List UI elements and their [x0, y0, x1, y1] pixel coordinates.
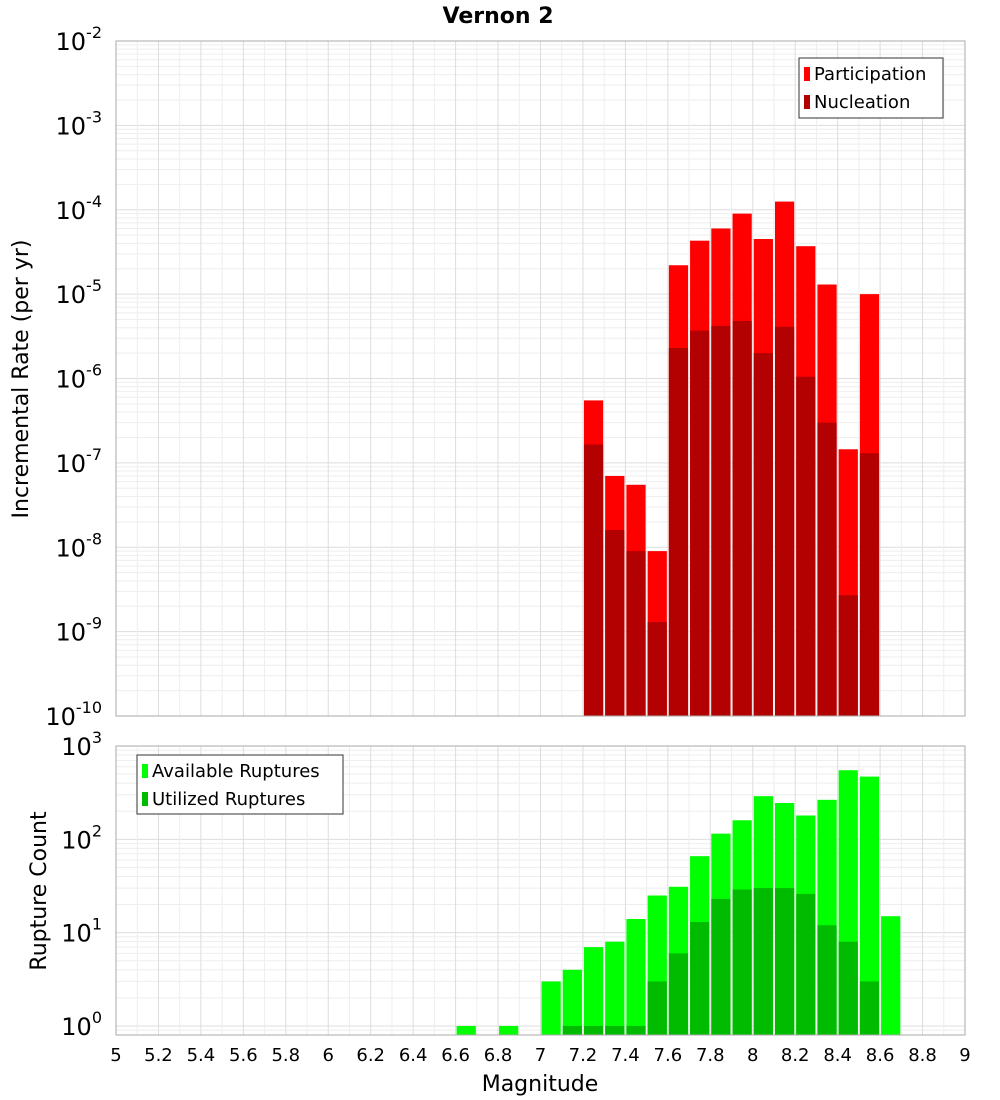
bottom-bar-0-5	[605, 941, 625, 1035]
top-bar-1-9	[774, 326, 795, 716]
bottom-bar-0-3	[562, 969, 582, 1035]
top-panel: 10-10 10-9 10-8 10-7 10-6 10-5 10-4 10-3 10-2	[45, 23, 966, 731]
bottom-legend: Available Ruptures Utilized Ruptures	[136, 754, 344, 815]
top-y-tick-label: 10-7	[56, 445, 103, 478]
x-tick-label: 7.8	[696, 1045, 725, 1066]
x-axis-label: Magnitude	[482, 1072, 599, 1097]
x-tick-label: 8	[747, 1045, 758, 1066]
bottom-bar-1-3	[626, 1025, 646, 1035]
x-tick-label: 5.4	[187, 1045, 216, 1066]
bottom-bar-1-1	[583, 1025, 604, 1035]
bottom-bar-1-6	[690, 922, 710, 1035]
top-plot-frame	[115, 40, 966, 717]
top-y-tick-label: 10-5	[56, 276, 103, 309]
bottom-legend-swatch-0	[142, 764, 148, 778]
bottom-bar-1-12	[817, 925, 837, 1035]
x-tick-label: 9	[959, 1045, 970, 1066]
x-tick-label: 6.6	[441, 1045, 470, 1066]
bottom-bar-1-10	[774, 888, 795, 1035]
top-y-tick-label: 10-9	[56, 614, 103, 647]
x-tick-label: 5.6	[229, 1045, 258, 1066]
bottom-bar-0-18	[881, 916, 901, 1035]
top-y-tick-label: 10-2	[56, 23, 103, 56]
bottom-bar-1-4	[647, 981, 667, 1035]
bottom-bar-1-11	[796, 893, 816, 1035]
bottom-legend-label-0: Available Ruptures	[152, 761, 320, 782]
x-tick-label: 7.4	[611, 1045, 640, 1066]
top-bar-1-11	[817, 422, 837, 716]
x-tick-label: 7.2	[569, 1045, 598, 1066]
bottom-y-axis-label: Rupture Count	[27, 811, 52, 971]
top-y-tick-label: 10-6	[56, 361, 103, 394]
bottom-y-tick-label: 102	[61, 821, 102, 854]
top-bar-1-2	[626, 551, 646, 716]
x-tick-label: 5	[110, 1045, 121, 1066]
bottom-legend-box	[136, 754, 344, 815]
x-tick-label: 6.2	[356, 1045, 385, 1066]
bottom-bar-1-9	[753, 888, 773, 1035]
top-legend-label-1: Nucleation	[814, 92, 910, 113]
bottom-bar-1-7	[711, 898, 731, 1035]
top-bar-1-1	[605, 530, 625, 716]
top-y-tick-label: 10-8	[56, 529, 103, 562]
top-bar-1-4	[668, 347, 689, 716]
top-y-tick-label: 10-4	[56, 192, 103, 225]
bottom-bar-1-13	[838, 941, 858, 1035]
bottom-legend-swatch-1	[142, 792, 148, 806]
bottom-y-tick-label: 103	[61, 728, 102, 761]
bottom-bar-0-6	[626, 919, 646, 1035]
top-y-tick-label: 10-10	[45, 698, 102, 731]
x-tick-label: 7	[535, 1045, 546, 1066]
bottom-plot-frame	[115, 745, 966, 1036]
bottom-bar-1-2	[605, 1025, 625, 1035]
top-legend-box	[798, 57, 944, 119]
bottom-bar-0-2	[541, 981, 561, 1035]
bottom-legend-label-1: Utilized Ruptures	[152, 789, 305, 810]
bottom-y-tick-label: 100	[61, 1008, 102, 1041]
bottom-bar-1-8	[732, 889, 752, 1035]
bottom-bar-1-0	[562, 1025, 582, 1035]
x-tick-label: 8.2	[781, 1045, 810, 1066]
top-legend-swatch-1	[804, 95, 810, 109]
top-legend: Participation Nucleation	[798, 57, 944, 119]
bottom-bar-0-1	[499, 1025, 519, 1035]
chart-title: Vernon 2	[443, 4, 554, 29]
bottom-bar-1-5	[668, 953, 689, 1035]
x-tick-label: 6.4	[399, 1045, 428, 1066]
x-tick-label: 8.6	[866, 1045, 895, 1066]
x-tick-label: 5.8	[271, 1045, 300, 1066]
top-legend-label-0: Participation	[814, 64, 926, 85]
top-bar-1-8	[753, 353, 773, 716]
top-grid	[115, 41, 966, 717]
top-bar-1-0	[583, 444, 604, 716]
x-tick-label: 5.2	[144, 1045, 173, 1066]
bottom-series-1	[562, 888, 880, 1035]
top-series-1	[583, 321, 880, 716]
top-bar-1-12	[838, 595, 858, 716]
x-tick-label: 7.6	[654, 1045, 683, 1066]
top-bar-1-7	[732, 321, 752, 716]
top-bar-1-3	[647, 622, 667, 716]
x-tick-label: 6	[323, 1045, 334, 1066]
bottom-bar-0-0	[456, 1025, 476, 1035]
top-legend-swatch-0	[804, 67, 810, 81]
x-tick-label: 6.8	[484, 1045, 513, 1066]
x-tick-label: 8.8	[908, 1045, 937, 1066]
x-tick-label: 8.4	[823, 1045, 852, 1066]
bottom-y-tick-label: 101	[61, 915, 102, 948]
bottom-bar-0-4	[583, 947, 604, 1035]
top-bar-1-6	[711, 325, 731, 716]
bottom-panel: 100 101 102 103	[61, 728, 966, 1041]
top-bar-1-5	[690, 330, 710, 716]
bottom-bar-0-17	[859, 776, 880, 1035]
top-bar-1-10	[796, 376, 816, 716]
top-bar-1-13	[859, 453, 880, 716]
top-y-tick-label: 10-3	[56, 107, 103, 140]
top-y-axis-label: Incremental Rate (per yr)	[9, 240, 34, 519]
x-axis-ticks: 5 5.2 5.4 5.6 5.8 6 6.2 6.4 6.6 6.8 7 7.2 7.4 7.6 7.8 8…	[110, 1045, 970, 1066]
bottom-bar-1-14	[859, 981, 880, 1035]
